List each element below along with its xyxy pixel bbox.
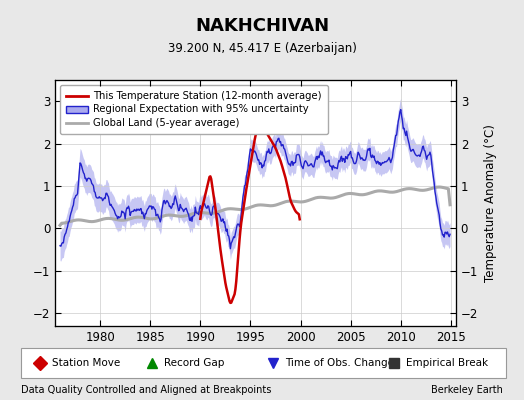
FancyBboxPatch shape: [21, 348, 506, 378]
Text: 39.200 N, 45.417 E (Azerbaijan): 39.200 N, 45.417 E (Azerbaijan): [168, 42, 356, 55]
Text: Empirical Break: Empirical Break: [406, 358, 488, 368]
Text: NAKHCHIVAN: NAKHCHIVAN: [195, 17, 329, 35]
Legend: This Temperature Station (12-month average), Regional Expectation with 95% uncer: This Temperature Station (12-month avera…: [60, 85, 328, 134]
Y-axis label: Temperature Anomaly (°C): Temperature Anomaly (°C): [484, 124, 497, 282]
Text: Station Move: Station Move: [52, 358, 121, 368]
Text: Time of Obs. Change: Time of Obs. Change: [285, 358, 394, 368]
Text: Record Gap: Record Gap: [164, 358, 224, 368]
Text: Data Quality Controlled and Aligned at Breakpoints: Data Quality Controlled and Aligned at B…: [21, 385, 271, 395]
Text: Berkeley Earth: Berkeley Earth: [431, 385, 503, 395]
